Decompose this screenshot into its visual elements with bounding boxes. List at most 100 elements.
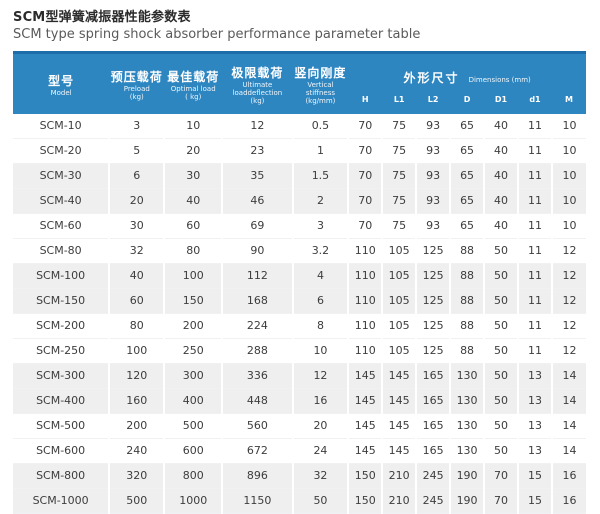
value-cell: 40 [109, 263, 166, 289]
value-cell: 130 [450, 363, 486, 389]
value-cell: 50 [484, 363, 519, 389]
value-cell: 210 [382, 463, 418, 489]
model-cell: SCM-30 [13, 163, 111, 189]
value-cell: 165 [416, 363, 452, 389]
value-cell: 130 [450, 438, 486, 464]
value-cell: 110 [348, 263, 384, 289]
col-header-optimal-load: 最佳载荷 Optimal load ( kg) [164, 52, 223, 114]
table-row: SCM-20 5 20 23 1 70 75 93 65 40 11 10 [13, 138, 586, 164]
value-cell: 2 [292, 188, 350, 214]
table-row: SCM-150 60 150 168 6 110 105 125 88 50 11 12 [13, 288, 586, 314]
value-cell: 75 [382, 138, 418, 164]
model-cell: SCM-40 [13, 188, 111, 214]
value-cell: 14 [551, 438, 586, 464]
value-cell: 560 [222, 413, 294, 439]
table-row: SCM-250 100 250 288 10 110 105 125 88 50 11 12 [13, 338, 586, 364]
col-header-ultimate-unit: (kg) [250, 97, 265, 105]
model-cell: SCM-800 [13, 463, 111, 489]
value-cell: 16 [551, 488, 586, 514]
value-cell: 75 [382, 188, 418, 214]
value-cell: 240 [109, 438, 166, 464]
col-header-preload-en: Preload [123, 85, 150, 93]
value-cell: 12 [551, 263, 586, 289]
value-cell: 14 [551, 388, 586, 414]
value-cell: 11 [518, 188, 553, 214]
table-header: 型号 Model 预压载荷 Preload (kg) 最佳载荷 Optimal … [13, 52, 586, 114]
value-cell: 10 [551, 138, 586, 164]
col-header-preload: 预压载荷 Preload (kg) [109, 52, 165, 114]
value-cell: 6 [292, 288, 350, 314]
value-cell: 110 [348, 288, 384, 314]
dim-col-m: M [551, 95, 586, 114]
value-cell: 50 [484, 413, 519, 439]
value-cell: 125 [416, 338, 452, 364]
col-header-optimal-zh: 最佳载荷 [167, 70, 220, 84]
value-cell: 1000 [164, 488, 224, 514]
value-cell: 145 [348, 438, 384, 464]
value-cell: 150 [348, 488, 384, 514]
value-cell: 145 [382, 388, 418, 414]
value-cell: 50 [484, 263, 519, 289]
table-row: SCM-60 30 60 69 3 70 75 93 65 40 11 10 [13, 213, 586, 239]
model-cell: SCM-10 [13, 114, 111, 139]
value-cell: 70 [348, 213, 384, 239]
value-cell: 200 [109, 413, 166, 439]
value-cell: 13 [518, 388, 553, 414]
table-row: SCM-80 32 80 90 3.2 110 105 125 88 50 11 12 [13, 238, 586, 264]
value-cell: 32 [109, 238, 166, 264]
value-cell: 3 [109, 114, 166, 139]
value-cell: 672 [222, 438, 294, 464]
value-cell: 70 [348, 138, 384, 164]
value-cell: 65 [450, 213, 486, 239]
value-cell: 70 [348, 114, 384, 139]
table-row: SCM-40 20 40 46 2 70 75 93 65 40 11 10 [13, 188, 586, 214]
value-cell: 12 [292, 363, 350, 389]
col-header-model-en: Model [50, 89, 72, 97]
model-cell: SCM-20 [13, 138, 111, 164]
value-cell: 11 [518, 138, 553, 164]
value-cell: 1150 [222, 488, 294, 514]
value-cell: 105 [382, 338, 418, 364]
value-cell: 12 [551, 338, 586, 364]
dim-col-d1-small: d1 [518, 95, 552, 114]
value-cell: 75 [382, 163, 418, 189]
value-cell: 88 [450, 338, 486, 364]
page-title: SCM型弹簧减振器性能参数表 [13, 10, 191, 25]
col-header-stiffness-zh: 竖向刚度 [294, 66, 347, 80]
value-cell: 15 [518, 463, 553, 489]
value-cell: 11 [518, 213, 553, 239]
value-cell: 1 [292, 138, 350, 164]
col-header-dimensions-en: Dimensions (mm) [468, 75, 531, 84]
value-cell: 500 [109, 488, 166, 514]
table-row: SCM-1000 500 1000 1150 50 150 210 245 190 70 15 16 [13, 488, 586, 514]
table-row: SCM-800 320 800 896 32 150 210 245 190 70 15 16 [13, 463, 586, 489]
value-cell: 15 [518, 488, 553, 514]
dim-col-l2: L2 [416, 95, 451, 114]
value-cell: 20 [109, 188, 166, 214]
value-cell: 65 [450, 163, 486, 189]
value-cell: 130 [450, 388, 486, 414]
value-cell: 23 [222, 138, 294, 164]
value-cell: 93 [416, 138, 452, 164]
dim-col-l1: L1 [382, 95, 417, 114]
value-cell: 210 [382, 488, 418, 514]
value-cell: 105 [382, 313, 418, 339]
value-cell: 90 [222, 238, 294, 264]
value-cell: 75 [382, 114, 418, 139]
value-cell: 10 [164, 114, 224, 139]
value-cell: 40 [484, 213, 519, 239]
col-header-preload-zh: 预压载荷 [110, 70, 163, 84]
value-cell: 75 [382, 213, 418, 239]
value-cell: 88 [450, 238, 486, 264]
value-cell: 65 [450, 114, 486, 139]
col-header-optimal-en: Optimal load [170, 85, 216, 93]
value-cell: 50 [484, 238, 519, 264]
value-cell: 70 [348, 188, 384, 214]
table-row: SCM-500 200 500 560 20 145 145 165 130 50 13 14 [13, 413, 586, 439]
value-cell: 150 [164, 288, 224, 314]
model-cell: SCM-60 [13, 213, 111, 239]
value-cell: 0.5 [292, 114, 350, 139]
value-cell: 12 [222, 114, 294, 139]
value-cell: 448 [222, 388, 294, 414]
dimension-subheader: H L1 L2 D D1 d1 M [13, 95, 586, 114]
